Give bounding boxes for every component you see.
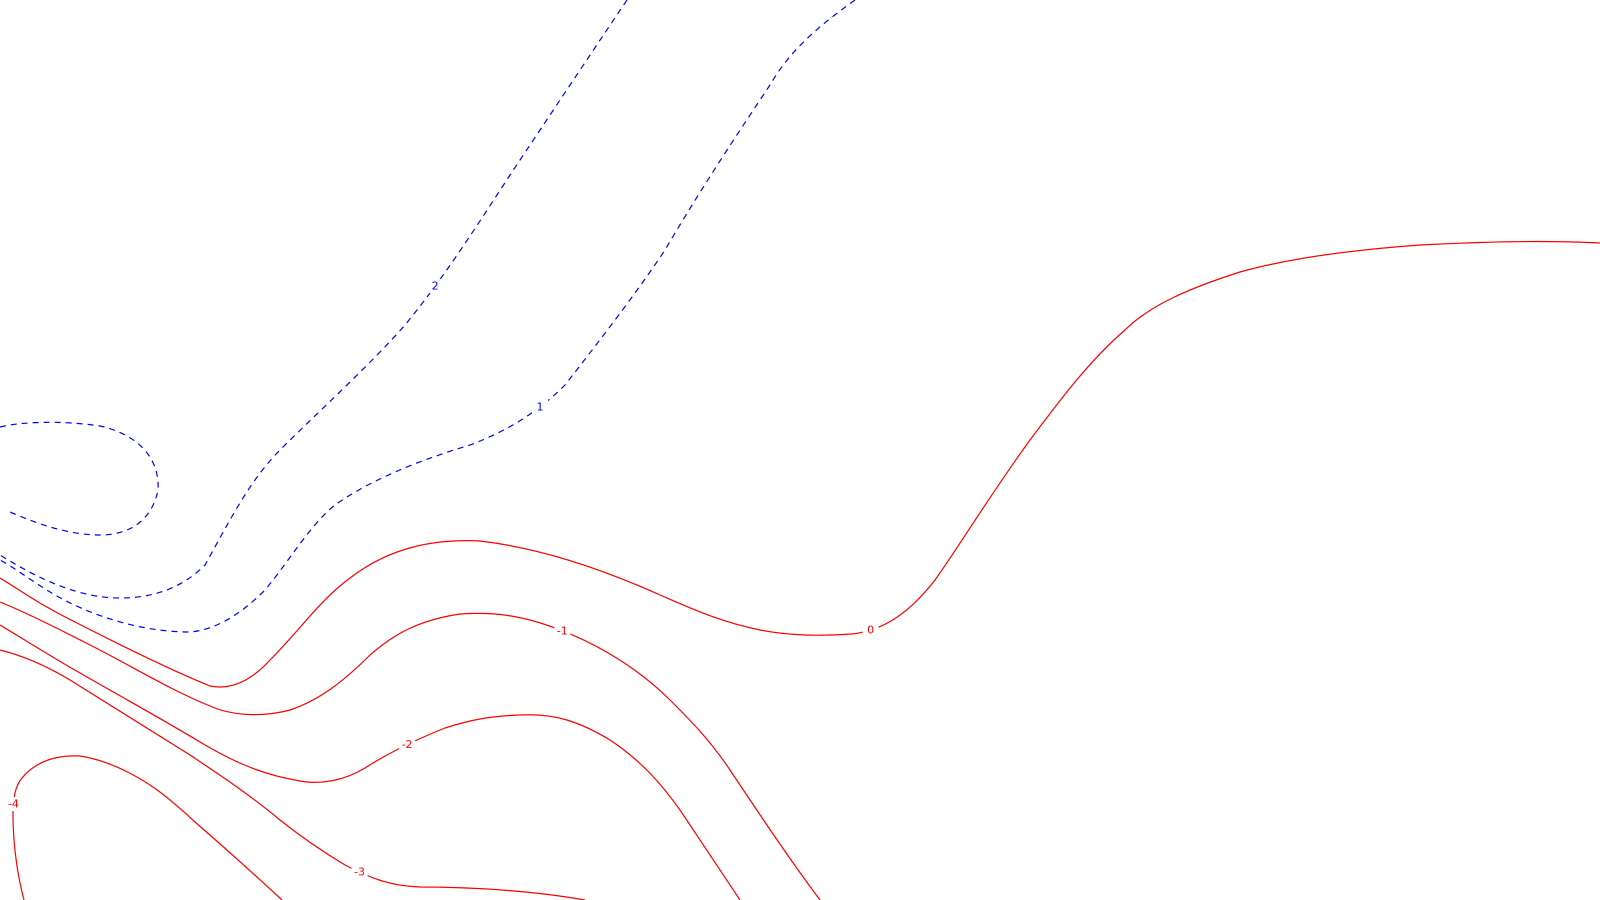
contour-label: -1: [557, 624, 568, 637]
contour-label-background: [427, 279, 444, 294]
contour-line-level-2-part1: [0, 0, 628, 599]
contour-label-background: [862, 623, 879, 638]
contour-label: -2: [402, 738, 413, 751]
contour-line-level-neg1: [0, 601, 821, 900]
contour-label: -3: [354, 866, 365, 879]
contour-label-background: [351, 865, 368, 880]
contour-line-level-0: [0, 240, 1600, 688]
contour-label-background: [532, 399, 549, 414]
contour-line-level-neg3: [0, 649, 586, 900]
contour-labels: 2 1 0 -1 -2 -3 -4: [5, 279, 879, 880]
contour-line-level-1: [0, 0, 856, 633]
contour-line-level-2-part2: [0, 421, 159, 536]
contour-label-background: [5, 796, 22, 811]
contour-label: 2: [432, 280, 439, 293]
contour-label: 1: [537, 400, 544, 413]
contour-label-background: [554, 623, 571, 638]
contour-label-background: [399, 737, 416, 752]
contour-label: 0: [867, 624, 874, 637]
contour-line-level-neg4: [12, 755, 283, 900]
contour-label: -4: [8, 797, 19, 810]
